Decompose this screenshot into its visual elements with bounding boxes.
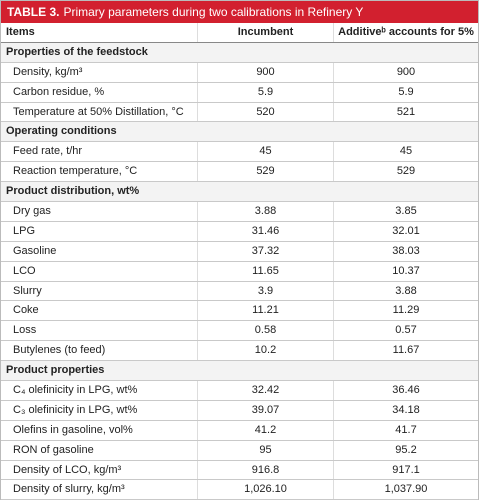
data-row: LCO 11.65 10.37 [1,261,478,282]
header-cell: Additiveᵇ accounts for 5% [333,23,478,42]
item-cell: Coke [13,304,39,317]
value-cell: 95.2 [333,440,478,460]
section-heading: Product properties [6,364,105,377]
value-cell: 529 [333,162,478,182]
item-cell: RON of gasoline [13,443,94,456]
item-cell: Butylenes (to feed) [13,344,106,357]
value-cell: 1,026.10 [197,480,333,500]
item-cell: Reaction temperature, °C [13,165,138,178]
data-row: RON of gasoline 95 95.2 [1,440,478,461]
value-cell: 3.88 [197,202,333,221]
header-row: Items Incumbent Additiveᵇ accounts for 5% [1,23,478,43]
item-cell: LPG [13,224,36,237]
section-heading: Properties of the feedstock [6,45,148,58]
value-cell: 37.32 [197,241,333,261]
value-cell: 34.18 [333,400,478,420]
item-cell: Density of LCO, kg/m³ [13,463,122,476]
section-heading: Product distribution, wt% [6,185,140,198]
value-cell: 38.03 [333,241,478,261]
table-title: Primary parameters during two calibratio… [63,5,364,19]
item-cell: Olefins in gasoline, vol% [13,423,133,436]
value-cell: 10.37 [333,261,478,281]
value-cell: 521 [333,102,478,122]
data-row: Feed rate, t/hr 45 45 [1,142,478,163]
header-cell: Items [6,26,35,38]
value-cell: 11.21 [197,301,333,321]
data-row: Density of slurry, kg/m³ 1,026.10 1,037.90 [1,480,478,500]
item-cell: Carbon residue, % [13,85,105,98]
value-cell: 31.46 [197,221,333,241]
value-cell: 900 [333,62,478,82]
table-title-bar: TABLE 3. Primary parameters during two ca… [1,1,478,23]
data-row: LPG 31.46 32.01 [1,221,478,242]
value-cell: 5.9 [333,82,478,102]
data-row: Carbon residue, % 5.9 5.9 [1,82,478,103]
value-cell: 0.58 [197,321,333,341]
item-cell: C₄ olefinicity in LPG, wt% [13,384,138,397]
section-row: Operating conditions [1,122,478,143]
data-row: Density of LCO, kg/m³ 916.8 917.1 [1,460,478,481]
value-cell: 41.2 [197,420,333,440]
value-cell: 3.9 [197,281,333,301]
value-cell: 5.9 [197,82,333,102]
data-row: C₃ olefinicity in LPG, wt% 39.07 34.18 [1,400,478,421]
data-row: Coke 11.21 11.29 [1,301,478,322]
value-cell: 41.7 [333,420,478,440]
value-cell: 10.2 [197,341,333,361]
data-row: Gasoline 37.32 38.03 [1,241,478,262]
value-cell: 32.42 [197,381,333,400]
data-row: Loss 0.58 0.57 [1,321,478,342]
header-cell: Incumbent [197,23,333,42]
table-label: TABLE 3. [7,5,60,19]
data-row: Slurry 3.9 3.88 [1,281,478,302]
value-cell: 95 [197,440,333,460]
section-row: Product properties [1,361,478,382]
data-row: Olefins in gasoline, vol% 41.2 41.7 [1,420,478,441]
value-cell: 32.01 [333,221,478,241]
value-cell: 520 [197,102,333,122]
item-cell: Slurry [13,284,42,297]
item-cell: Gasoline [13,244,57,257]
table: Items Incumbent Additiveᵇ accounts for 5% P… [1,23,478,500]
data-row: Density, kg/m³ 900 900 [1,62,478,83]
value-cell: 45 [333,142,478,162]
value-cell: 3.85 [333,202,478,221]
value-cell: 39.07 [197,400,333,420]
value-cell: 529 [197,162,333,182]
value-cell: 11.65 [197,261,333,281]
value-cell: 917.1 [333,460,478,480]
value-cell: 0.57 [333,321,478,341]
value-cell: 36.46 [333,381,478,400]
item-cell: LCO [13,264,36,277]
data-row: C₄ olefinicity in LPG, wt% 32.42 36.46 [1,381,478,401]
value-cell: 11.67 [333,341,478,361]
data-row: Butylenes (to feed) 10.2 11.67 [1,341,478,362]
data-row: Reaction temperature, °C 529 529 [1,162,478,183]
section-row: Product distribution, wt% [1,182,478,203]
item-cell: Dry gas [13,205,51,218]
value-cell: 1,037.90 [333,480,478,500]
item-cell: Density of slurry, kg/m³ [13,483,125,496]
value-cell: 900 [197,62,333,82]
value-cell: 3.88 [333,281,478,301]
section-row: Properties of the feedstock [1,42,478,63]
item-cell: C₃ olefinicity in LPG, wt% [13,403,138,416]
item-cell: Loss [13,324,37,337]
item-cell: Feed rate, t/hr [13,145,83,158]
item-cell: Density, kg/m³ [13,65,83,78]
value-cell: 916.8 [197,460,333,480]
value-cell: 11.29 [333,301,478,321]
data-row: Dry gas 3.88 3.85 [1,202,478,222]
section-heading: Operating conditions [6,125,117,138]
data-row: Temperature at 50% Distillation, °C 520 52… [1,102,478,123]
item-cell: Temperature at 50% Distillation, °C [13,105,184,118]
value-cell: 45 [197,142,333,162]
